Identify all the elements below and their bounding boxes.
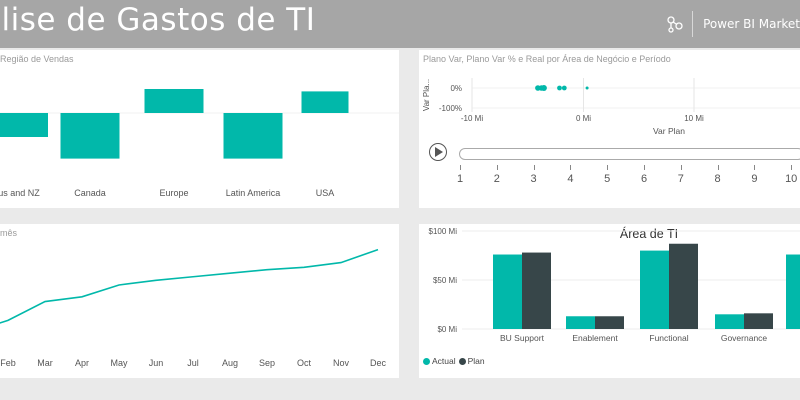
it-y-tick-label: $50 Mi (433, 276, 457, 285)
month-tick-label: Nov (333, 358, 350, 368)
plan-bar (669, 243, 698, 329)
x-axis-title: Var Plan (653, 126, 685, 136)
slider-tick (460, 165, 461, 170)
play-icon (435, 147, 443, 157)
x-tick-label: 0 Mi (576, 114, 591, 123)
actual-bar (566, 316, 595, 329)
slider-tick-label[interactable]: 8 (714, 173, 721, 185)
report-title: álise de Gastos de TI (0, 2, 316, 38)
actual-bar (786, 254, 800, 329)
slider-tick-label[interactable]: 9 (751, 173, 758, 185)
plan-bar (744, 313, 773, 329)
month-tick-label: Aug (222, 358, 238, 368)
it-category-label: BU Support (500, 333, 545, 343)
slider-tick (607, 165, 609, 170)
it-category-label: Functional (649, 333, 688, 343)
region-tick-label: Aus and NZ (0, 188, 40, 198)
month-tick-label: Jul (187, 358, 199, 368)
month-line-chart[interactable]: Feb Mar Apr May Jun Jul Aug Sep Oct Nov Dec (0, 224, 399, 378)
month-tick-label: Dec (370, 358, 387, 368)
slider-tick-label[interactable]: 1 (456, 173, 464, 185)
people-network-icon (667, 16, 683, 33)
y-tick-label: -100% (439, 104, 462, 113)
slider-tick (570, 165, 572, 170)
y-axis-title: Var Pla... (422, 79, 431, 111)
month-chart-title: mês (0, 228, 18, 238)
brand-label: Power BI Market (703, 17, 800, 31)
scatter-point (561, 85, 567, 91)
legend-actual-label: Actual (432, 356, 456, 366)
month-tick-label: Jun (149, 358, 164, 368)
play-button[interactable] (429, 143, 447, 161)
slider-tick-label[interactable]: 7 (677, 173, 684, 185)
report-header: álise de Gastos de TI Power BI Market (0, 0, 800, 48)
legend-actual-swatch (423, 357, 430, 365)
chart-legend: Actual Plan (423, 356, 485, 366)
region-tick-label: Canada (74, 188, 106, 198)
slider-tick (754, 165, 756, 170)
region-tick-label: Latin America (226, 188, 281, 198)
region-bar-chart[interactable]: Aus and NZ Canada Europe Latin America USA (0, 50, 399, 208)
region-tick-label: USA (316, 188, 335, 198)
region-tick-label: Europe (159, 188, 188, 198)
legend-plan-swatch (458, 357, 466, 365)
it-area-chart-panel[interactable]: Área de TI $100 Mi $50 Mi $0 Mi BU Support En… (419, 224, 800, 378)
slider-tick (496, 165, 498, 170)
month-tick-label: Mar (37, 358, 53, 368)
slider-tick (533, 165, 535, 170)
slider-tick (680, 165, 682, 170)
region-chart-panel[interactable]: Região de Vendas Aus and NZ Canada Europe L… (0, 50, 399, 208)
month-tick-label: Feb (0, 358, 16, 368)
it-y-tick-label: $0 Mi (437, 325, 457, 334)
region-bar (60, 113, 120, 159)
region-bar (301, 91, 349, 113)
scatter-plot[interactable]: 0% -100%-10 Mi 0 Mi 10 Mi Var Plan Var Pla... (419, 50, 800, 145)
month-tick-label: Sep (259, 358, 275, 368)
scatter-point (540, 85, 547, 91)
x-tick-label: 10 Mi (684, 114, 704, 123)
slider-tick (644, 165, 645, 170)
actual-bar (715, 314, 744, 329)
scatter-point (585, 86, 589, 90)
slider-tick-label[interactable]: 2 (493, 173, 500, 185)
it-category-label: Governance (721, 333, 768, 343)
scatter-chart-panel[interactable]: Plano Var, Plano Var % e Real por Área d… (419, 50, 800, 208)
slider-tick-label[interactable]: 6 (640, 173, 648, 185)
slider-tick-label[interactable]: 5 (604, 173, 611, 185)
actual-bar (640, 250, 669, 329)
legend-plan-label: Plan (467, 356, 485, 366)
region-bar (0, 113, 48, 137)
it-area-chart-title: Área de TI (620, 226, 678, 241)
plan-bar (595, 316, 624, 329)
it-area-bar-chart[interactable]: Área de TI $100 Mi $50 Mi $0 Mi BU Support En… (419, 224, 800, 378)
scatter-chart-title: Plano Var, Plano Var % e Real por Área d… (423, 54, 671, 64)
slider-tick-label[interactable]: 3 (530, 173, 537, 185)
month-tick-label: Apr (75, 358, 89, 368)
actual-bar (493, 254, 522, 329)
region-bar (223, 113, 283, 159)
region-bar (144, 89, 204, 113)
slider-tick (717, 165, 719, 170)
region-chart-title: Região de Vendas (0, 54, 74, 64)
month-tick-label: May (110, 358, 128, 368)
brand-area[interactable]: Power BI Market (664, 0, 800, 48)
x-tick-label: -10 Mi (461, 114, 483, 123)
play-axis-slider[interactable] (459, 148, 800, 160)
brand-divider (692, 11, 694, 37)
month-chart-panel[interactable]: mês Feb Mar Apr May Jun Jul Aug Sep Oct Nov Dec (0, 224, 399, 378)
line-series (0, 248, 379, 324)
it-category-label: Enablement (572, 333, 618, 343)
slider-tick-label[interactable]: 10 (785, 173, 798, 185)
it-y-tick-label: $100 Mi (429, 227, 458, 236)
scatter-point (557, 85, 562, 91)
month-tick-label: Oct (297, 358, 312, 368)
slider-tick-label[interactable]: 4 (567, 173, 574, 185)
plan-bar (522, 252, 551, 329)
y-tick-label: 0% (450, 84, 462, 93)
slider-tick (791, 165, 793, 170)
